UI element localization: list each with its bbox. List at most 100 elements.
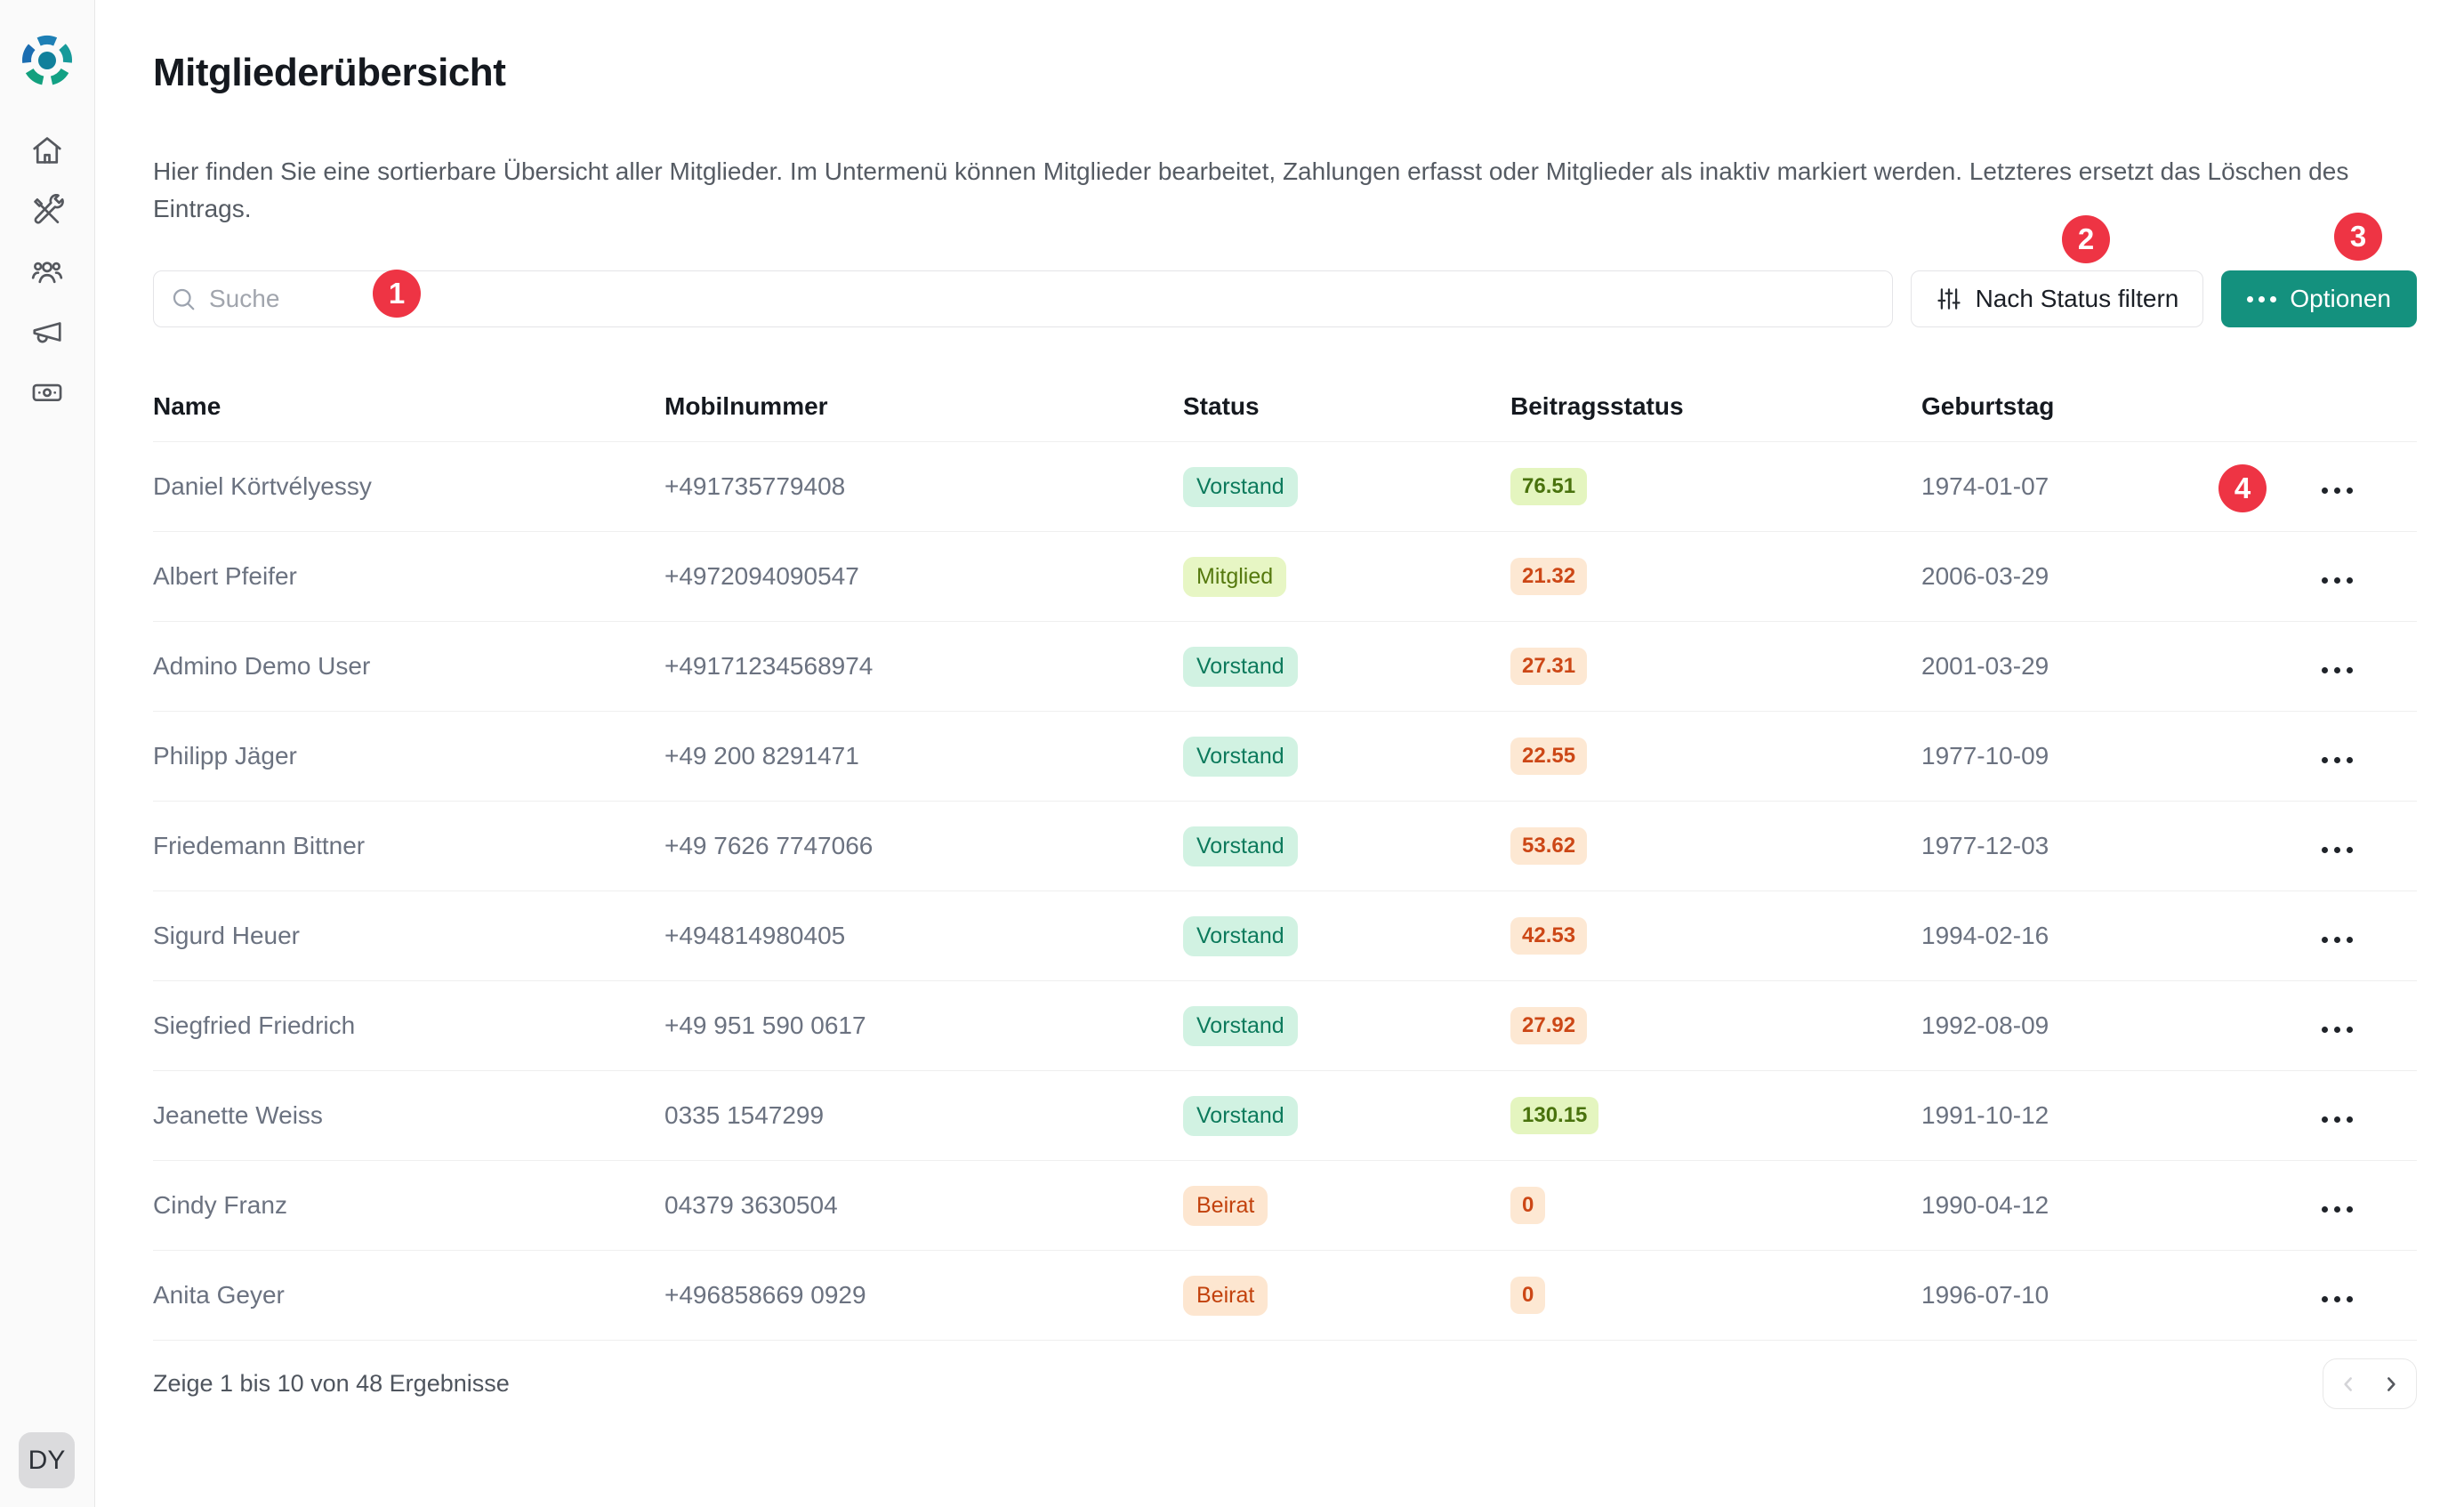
next-page-button[interactable]: [2370, 1364, 2411, 1405]
status-badge: Vorstand: [1183, 826, 1298, 866]
row-menu-button[interactable]: [2313, 568, 2362, 592]
annotation-badge-2: 2: [2062, 215, 2110, 263]
contribution-badge: 53.62: [1510, 827, 1588, 865]
contribution-badge: 27.92: [1510, 1007, 1588, 1044]
sidebar-item-finances[interactable]: [30, 375, 64, 409]
contribution-badge: 0: [1510, 1277, 1546, 1314]
cell-birthday: 1974-01-07: [1921, 472, 2049, 500]
annotation-badge-1: 1: [373, 270, 421, 318]
row-menu-button[interactable]: [2313, 1197, 2362, 1221]
user-avatar[interactable]: DY: [19, 1432, 75, 1488]
cell-name: Admino Demo User: [153, 652, 371, 680]
table-row: Philipp Jäger +49 200 8291471 Vorstand 2…: [153, 711, 2417, 801]
cell-name: Sigurd Heuer: [153, 922, 300, 949]
row-menu-button[interactable]: [2313, 748, 2362, 772]
search-input[interactable]: [209, 285, 1876, 313]
contribution-badge: 130.15: [1510, 1097, 1599, 1134]
cell-birthday: 2001-03-29: [1921, 652, 2049, 680]
sidebar-nav: [30, 133, 64, 409]
cell-name: Siegfried Friedrich: [153, 1011, 356, 1039]
adjustments-icon: [1937, 288, 1961, 310]
toolbar: Nach Status filtern Optionen: [153, 270, 2417, 327]
table-row: Friedemann Bittner +49 7626 7747066 Vors…: [153, 801, 2417, 890]
status-badge: Vorstand: [1183, 466, 1298, 507]
filter-button-label: Nach Status filtern: [1975, 285, 2179, 312]
cell-mobile: +49 200 8291471: [664, 742, 859, 770]
row-menu-button[interactable]: [2313, 1108, 2362, 1132]
row-menu-button[interactable]: [2313, 1287, 2362, 1311]
row-menu-button[interactable]: [2313, 838, 2362, 862]
contribution-badge: 0: [1510, 1187, 1546, 1224]
sidebar-item-tools[interactable]: [30, 194, 64, 228]
main-content: Mitgliederübersicht Hier finden Sie eine…: [96, 0, 2464, 1507]
column-header-birthday[interactable]: Geburtstag: [1921, 392, 2055, 420]
cell-mobile: +494814980405: [664, 922, 846, 949]
cell-birthday: 1990-04-12: [1921, 1191, 2049, 1219]
column-header-mobile[interactable]: Mobilnummer: [664, 392, 828, 420]
row-menu-button[interactable]: [2313, 1018, 2362, 1042]
page-title: Mitgliederübersicht: [153, 51, 506, 94]
contribution-badge: 21.32: [1510, 558, 1588, 595]
cell-mobile: +49 7626 7747066: [664, 832, 874, 859]
table-row: Jeanette Weiss 0335 1547299 Vorstand 130…: [153, 1070, 2417, 1160]
banknote-icon: [32, 383, 62, 402]
home-icon: [33, 137, 61, 164]
cell-mobile: 04379 3630504: [664, 1191, 838, 1219]
filter-by-status-button[interactable]: Nach Status filtern: [1910, 270, 2204, 327]
cell-name: Anita Geyer: [153, 1281, 285, 1309]
previous-page-button[interactable]: [2329, 1364, 2370, 1405]
results-summary: Zeige 1 bis 10 von 48 Ergebnisse: [153, 1370, 510, 1397]
cell-birthday: 2006-03-29: [1921, 562, 2049, 590]
table-row: Sigurd Heuer +494814980405 Vorstand 42.5…: [153, 890, 2417, 980]
tools-icon: [34, 194, 64, 224]
cell-name: Friedemann Bittner: [153, 832, 366, 859]
table-row: Anita Geyer +496858669 0929 Beirat 0 199…: [153, 1250, 2417, 1340]
table-footer: Zeige 1 bis 10 von 48 Ergebnisse: [153, 1340, 2417, 1409]
contribution-badge: 27.31: [1510, 648, 1588, 685]
cell-mobile: +49171234568974: [664, 652, 874, 680]
cell-mobile: 0335 1547299: [664, 1101, 825, 1129]
status-badge: Vorstand: [1183, 1095, 1298, 1136]
megaphone-icon: [33, 322, 61, 343]
cell-name: Philipp Jäger: [153, 742, 297, 770]
chevron-left-icon: [2344, 1376, 2352, 1391]
status-badge: Beirat: [1183, 1275, 1268, 1316]
sidebar-item-announcements[interactable]: [30, 315, 64, 349]
search-icon: [173, 288, 195, 310]
cell-name: Albert Pfeifer: [153, 562, 297, 590]
status-badge: Vorstand: [1183, 1005, 1298, 1046]
chevron-right-icon: [2388, 1376, 2396, 1391]
annotation-badge-3: 3: [2334, 213, 2382, 261]
contribution-badge: 42.53: [1510, 917, 1588, 955]
cell-birthday: 1996-07-10: [1921, 1281, 2049, 1309]
row-menu-button[interactable]: [2313, 479, 2362, 503]
status-badge: Mitglied: [1183, 556, 1287, 597]
status-badge: Beirat: [1183, 1185, 1268, 1226]
status-badge: Vorstand: [1183, 915, 1298, 956]
table-row: Siegfried Friedrich +49 951 590 0617 Vor…: [153, 980, 2417, 1070]
column-header-name[interactable]: Name: [153, 392, 221, 420]
contribution-badge: 76.51: [1510, 468, 1588, 505]
column-header-contribution[interactable]: Beitragsstatus: [1510, 392, 1684, 420]
status-badge: Vorstand: [1183, 646, 1298, 687]
options-button-label: Optionen: [2290, 285, 2391, 312]
cell-birthday: 1977-12-03: [1921, 832, 2049, 859]
sidebar: DY: [0, 0, 95, 1507]
row-menu-button[interactable]: [2313, 928, 2362, 952]
cell-name: Daniel Körtvélyessy: [153, 472, 372, 500]
annotation-badge-4: 4: [2218, 464, 2267, 512]
column-header-status[interactable]: Status: [1183, 392, 1260, 420]
members-table: Name Mobilnummer Status Beitragsstatus G…: [153, 372, 2417, 1340]
row-menu-button[interactable]: [2313, 658, 2362, 682]
cell-name: Cindy Franz: [153, 1191, 287, 1219]
table-row: Daniel Körtvélyessy +491735779408 Vorsta…: [153, 441, 2417, 531]
cell-mobile: +491735779408: [664, 472, 846, 500]
cell-birthday: 1992-08-09: [1921, 1011, 2049, 1039]
ellipsis-icon: [2247, 295, 2277, 302]
options-button[interactable]: Optionen: [2221, 270, 2417, 327]
cell-mobile: +49 951 590 0617: [664, 1011, 866, 1039]
app-logo[interactable]: [19, 32, 76, 89]
sidebar-item-home[interactable]: [30, 133, 64, 167]
sidebar-item-members[interactable]: [30, 254, 64, 288]
status-badge: Vorstand: [1183, 736, 1298, 777]
